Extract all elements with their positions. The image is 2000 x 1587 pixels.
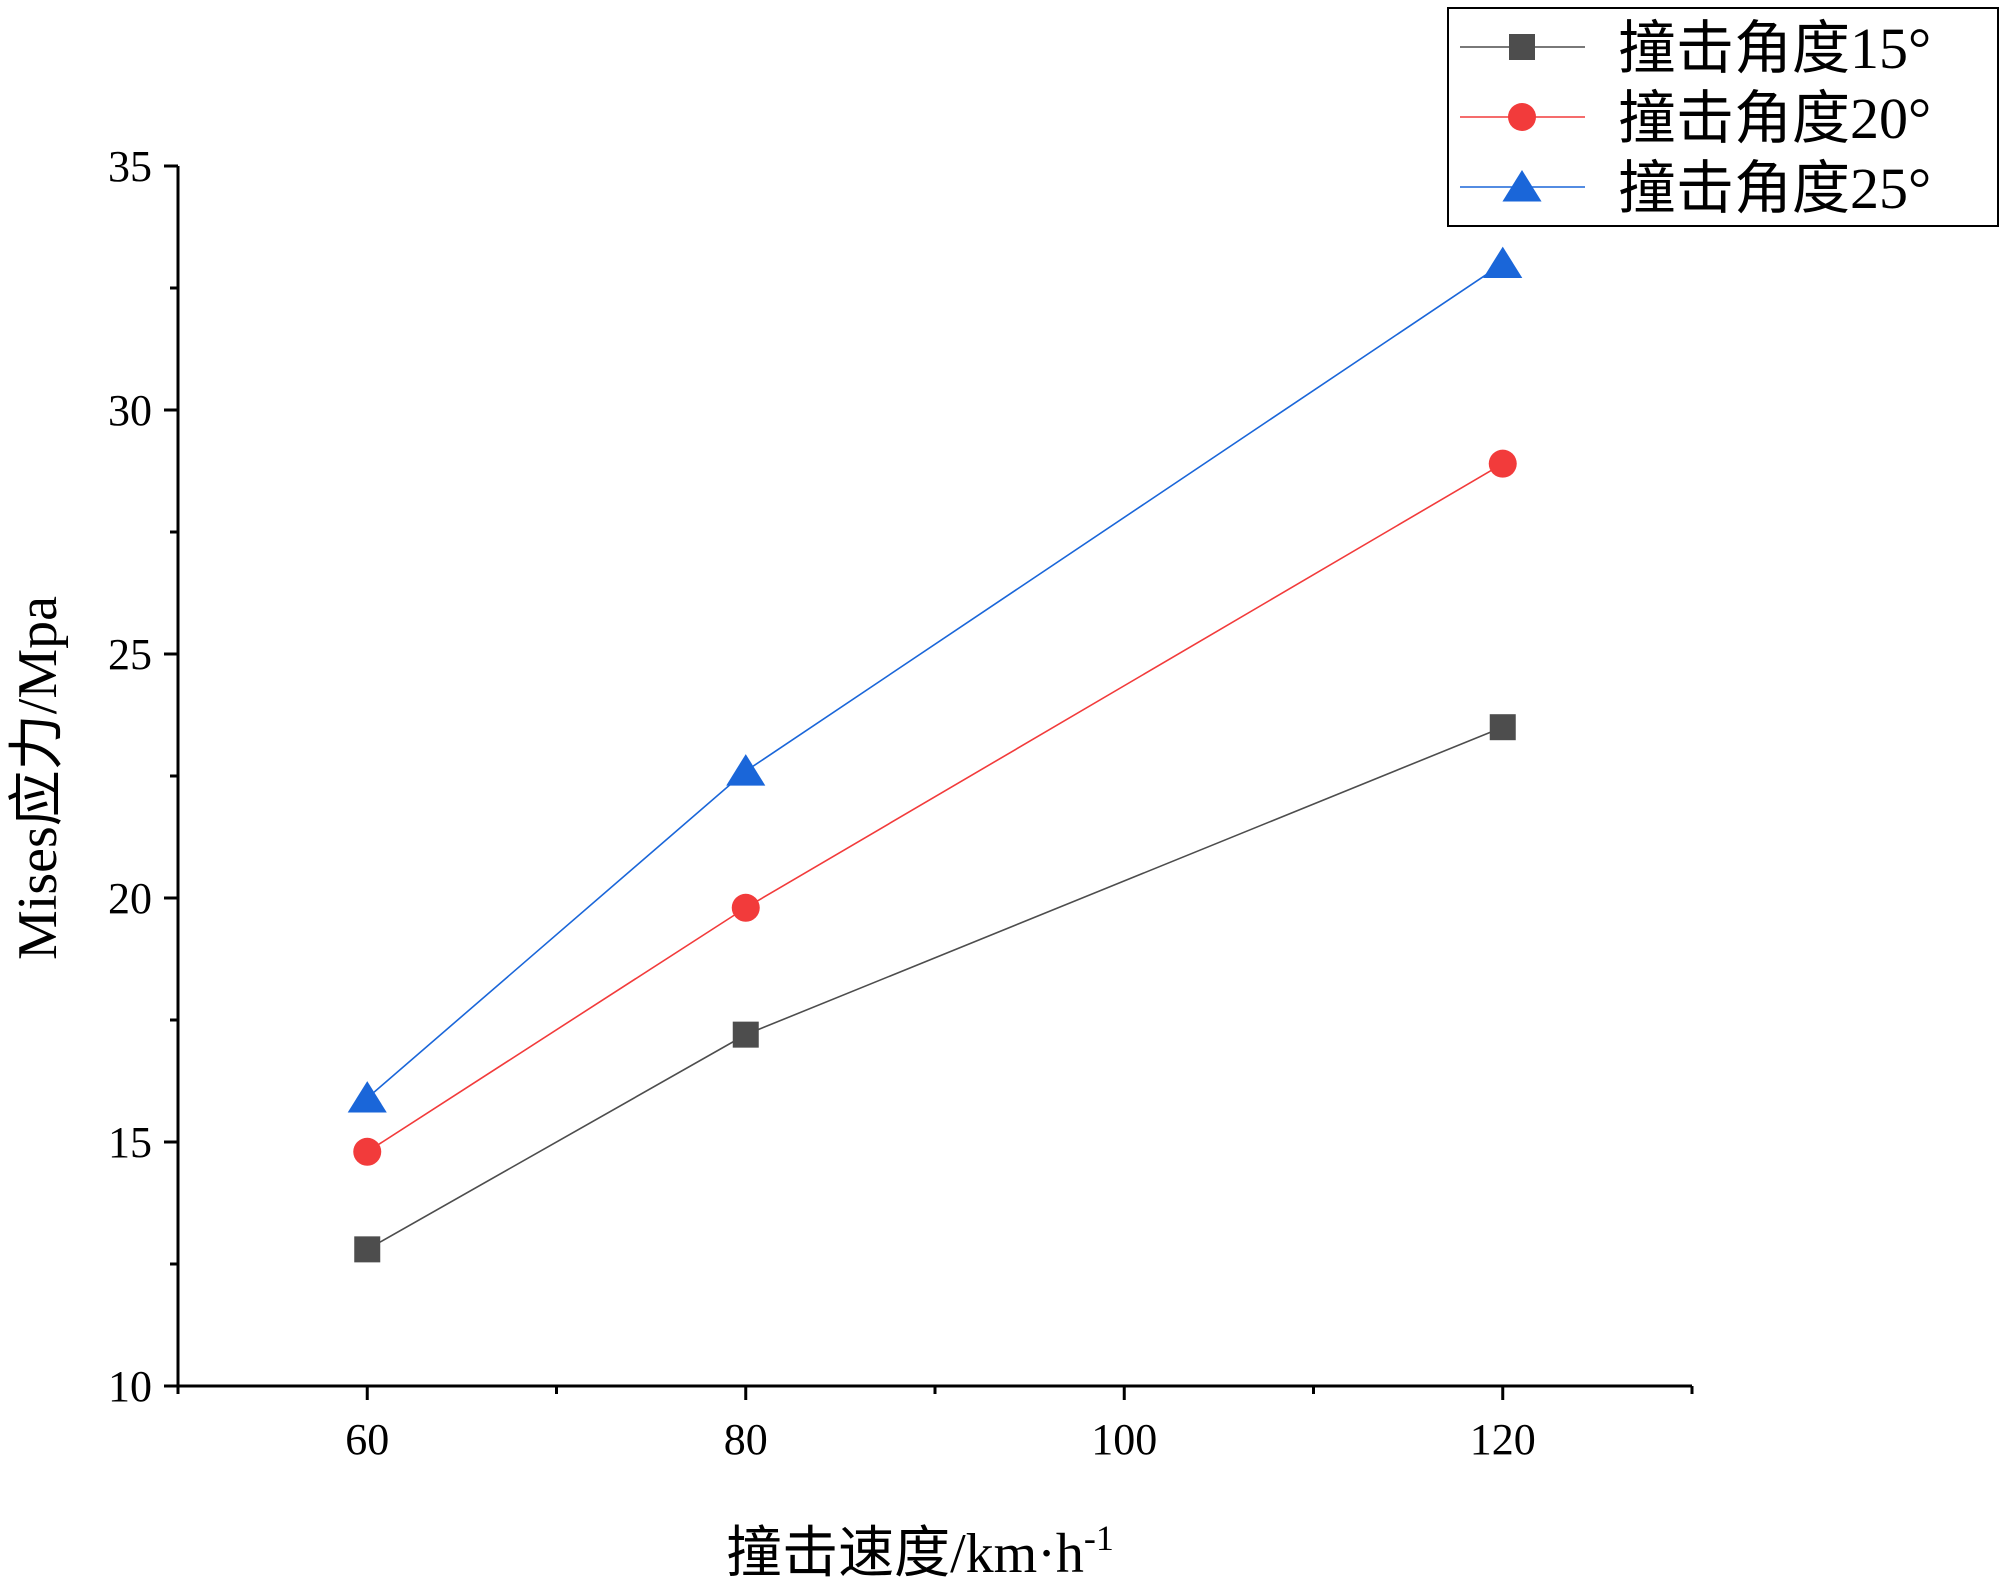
x-axis-title-sup: -1: [1084, 1518, 1114, 1558]
legend-marker: [1508, 103, 1536, 131]
x-axis-title-main: 撞击速度/km·h: [726, 1523, 1084, 1585]
y-axis-title: Mises应力/Mpa: [7, 596, 69, 960]
series-line: [366, 262, 1504, 1099]
data-point: [726, 754, 766, 786]
data-point: [1483, 246, 1523, 279]
series-1: [354, 714, 1516, 1263]
legend-item-3: 撞击角度25°: [1460, 156, 1931, 221]
data-point: [347, 1081, 387, 1113]
x-axis-title: 撞击速度/km·h-1: [726, 1518, 1114, 1585]
series-layer: [347, 246, 1523, 1263]
axes: [164, 164, 1694, 1400]
legend-item-2: 撞击角度20°: [1460, 86, 1931, 151]
y-tick-label: 20: [108, 874, 152, 923]
data-point: [1489, 714, 1516, 741]
legend-item-1: 撞击角度15°: [1460, 16, 1931, 81]
legend-label: 撞击角度25°: [1618, 156, 1931, 221]
x-tick-label: 120: [1470, 1415, 1536, 1464]
y-tick-label: 35: [108, 142, 152, 191]
y-tick-label: 25: [108, 630, 152, 679]
y-tick-label: 10: [108, 1362, 152, 1411]
data-point: [354, 1236, 381, 1263]
x-tick-label: 80: [724, 1415, 768, 1464]
data-point: [731, 893, 760, 922]
series-2: [353, 449, 1517, 1166]
y-tick-label: 30: [108, 386, 152, 435]
y-tick-label: 15: [108, 1118, 152, 1167]
x-tick-label: 100: [1091, 1415, 1157, 1464]
legend-label: 撞击角度20°: [1618, 86, 1931, 151]
legend-marker: [1502, 170, 1542, 202]
legend-marker: [1509, 34, 1535, 60]
x-tick-label: 60: [345, 1415, 389, 1464]
series-line: [366, 726, 1504, 1251]
legend: 撞击角度15°撞击角度20°撞击角度25°: [1447, 7, 1999, 227]
data-point: [732, 1021, 759, 1048]
tick-labels: 10 15 20 25 30 35 60 80 100 120: [108, 142, 1536, 1464]
series-3: [347, 246, 1523, 1113]
data-point: [1488, 449, 1517, 478]
data-point: [353, 1137, 382, 1166]
legend-label: 撞击角度15°: [1618, 16, 1931, 81]
series-line: [366, 462, 1504, 1153]
